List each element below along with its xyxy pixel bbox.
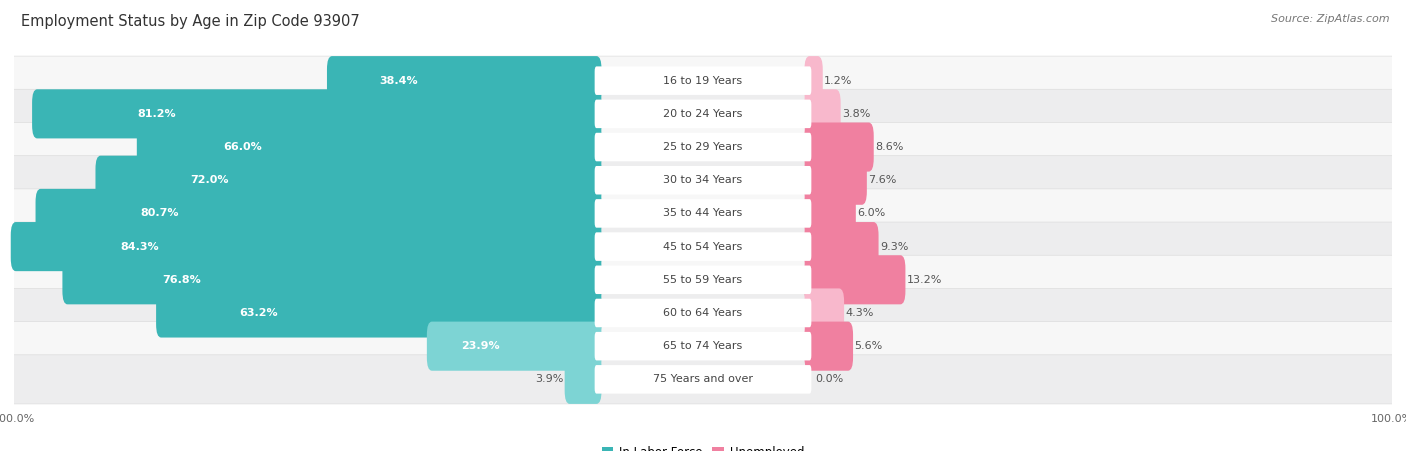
- Text: 7.6%: 7.6%: [868, 175, 897, 185]
- Text: 20 to 24 Years: 20 to 24 Years: [664, 109, 742, 119]
- FancyBboxPatch shape: [804, 89, 841, 138]
- FancyBboxPatch shape: [96, 156, 602, 205]
- Text: 35 to 44 Years: 35 to 44 Years: [664, 208, 742, 218]
- Text: Employment Status by Age in Zip Code 93907: Employment Status by Age in Zip Code 939…: [21, 14, 360, 28]
- Legend: In Labor Force, Unemployed: In Labor Force, Unemployed: [598, 441, 808, 451]
- Text: 13.2%: 13.2%: [907, 275, 942, 285]
- FancyBboxPatch shape: [595, 266, 811, 294]
- FancyBboxPatch shape: [595, 332, 811, 360]
- FancyBboxPatch shape: [804, 123, 873, 171]
- FancyBboxPatch shape: [427, 322, 602, 371]
- Text: 25 to 29 Years: 25 to 29 Years: [664, 142, 742, 152]
- FancyBboxPatch shape: [804, 56, 823, 105]
- Text: 5.6%: 5.6%: [855, 341, 883, 351]
- Text: 0.0%: 0.0%: [815, 374, 844, 384]
- FancyBboxPatch shape: [11, 222, 602, 271]
- FancyBboxPatch shape: [10, 322, 1396, 371]
- FancyBboxPatch shape: [595, 133, 811, 161]
- FancyBboxPatch shape: [804, 222, 879, 271]
- Text: 3.8%: 3.8%: [842, 109, 870, 119]
- FancyBboxPatch shape: [804, 289, 844, 337]
- FancyBboxPatch shape: [595, 166, 811, 194]
- FancyBboxPatch shape: [10, 355, 1396, 404]
- Text: 60 to 64 Years: 60 to 64 Years: [664, 308, 742, 318]
- Text: 80.7%: 80.7%: [141, 208, 179, 218]
- Text: 81.2%: 81.2%: [138, 109, 176, 119]
- Text: 76.8%: 76.8%: [163, 275, 201, 285]
- Text: 75 Years and over: 75 Years and over: [652, 374, 754, 384]
- Text: 45 to 54 Years: 45 to 54 Years: [664, 242, 742, 252]
- FancyBboxPatch shape: [328, 56, 602, 105]
- FancyBboxPatch shape: [32, 89, 602, 138]
- Text: 65 to 74 Years: 65 to 74 Years: [664, 341, 742, 351]
- Text: 66.0%: 66.0%: [224, 142, 263, 152]
- FancyBboxPatch shape: [595, 232, 811, 261]
- FancyBboxPatch shape: [10, 189, 1396, 238]
- FancyBboxPatch shape: [10, 255, 1396, 304]
- FancyBboxPatch shape: [10, 156, 1396, 205]
- Text: 8.6%: 8.6%: [875, 142, 904, 152]
- FancyBboxPatch shape: [565, 355, 602, 404]
- FancyBboxPatch shape: [10, 222, 1396, 271]
- Text: 16 to 19 Years: 16 to 19 Years: [664, 76, 742, 86]
- Text: 72.0%: 72.0%: [190, 175, 228, 185]
- Text: 38.4%: 38.4%: [380, 76, 418, 86]
- FancyBboxPatch shape: [10, 123, 1396, 171]
- FancyBboxPatch shape: [595, 199, 811, 228]
- Text: 63.2%: 63.2%: [239, 308, 278, 318]
- FancyBboxPatch shape: [62, 255, 602, 304]
- Text: 3.9%: 3.9%: [536, 374, 564, 384]
- Text: 1.2%: 1.2%: [824, 76, 852, 86]
- Text: 4.3%: 4.3%: [845, 308, 873, 318]
- Text: 9.3%: 9.3%: [880, 242, 908, 252]
- FancyBboxPatch shape: [10, 289, 1396, 337]
- FancyBboxPatch shape: [595, 100, 811, 128]
- FancyBboxPatch shape: [595, 66, 811, 95]
- FancyBboxPatch shape: [595, 299, 811, 327]
- FancyBboxPatch shape: [10, 89, 1396, 138]
- Text: 55 to 59 Years: 55 to 59 Years: [664, 275, 742, 285]
- Text: Source: ZipAtlas.com: Source: ZipAtlas.com: [1271, 14, 1389, 23]
- FancyBboxPatch shape: [804, 156, 868, 205]
- FancyBboxPatch shape: [595, 365, 811, 394]
- FancyBboxPatch shape: [804, 189, 856, 238]
- FancyBboxPatch shape: [804, 322, 853, 371]
- FancyBboxPatch shape: [156, 289, 602, 337]
- Text: 84.3%: 84.3%: [121, 242, 159, 252]
- FancyBboxPatch shape: [10, 56, 1396, 105]
- FancyBboxPatch shape: [804, 255, 905, 304]
- Text: 30 to 34 Years: 30 to 34 Years: [664, 175, 742, 185]
- Text: 6.0%: 6.0%: [858, 208, 886, 218]
- Text: 23.9%: 23.9%: [461, 341, 501, 351]
- FancyBboxPatch shape: [35, 189, 602, 238]
- FancyBboxPatch shape: [136, 123, 602, 171]
